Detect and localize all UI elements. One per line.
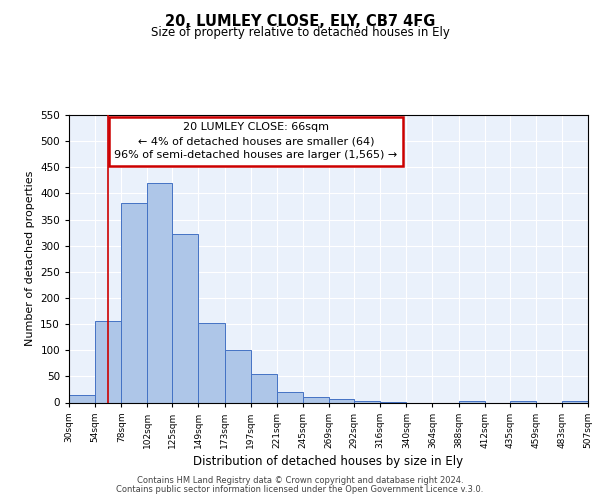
Bar xyxy=(121,203,148,402)
Bar xyxy=(277,392,303,402)
Bar xyxy=(224,350,251,403)
Bar xyxy=(251,374,277,402)
Bar xyxy=(199,323,224,402)
Text: Size of property relative to detached houses in Ely: Size of property relative to detached ho… xyxy=(151,26,449,39)
Bar xyxy=(303,398,329,402)
Bar xyxy=(458,401,485,402)
Bar xyxy=(329,399,354,402)
Bar xyxy=(148,183,172,402)
Text: 20, LUMLEY CLOSE, ELY, CB7 4FG: 20, LUMLEY CLOSE, ELY, CB7 4FG xyxy=(165,14,435,29)
Y-axis label: Number of detached properties: Number of detached properties xyxy=(25,171,35,346)
Bar xyxy=(95,322,121,402)
X-axis label: Distribution of detached houses by size in Ely: Distribution of detached houses by size … xyxy=(193,455,464,468)
Bar xyxy=(172,234,199,402)
Text: Contains HM Land Registry data © Crown copyright and database right 2024.: Contains HM Land Registry data © Crown c… xyxy=(137,476,463,485)
Bar xyxy=(69,394,95,402)
Text: Contains public sector information licensed under the Open Government Licence v.: Contains public sector information licen… xyxy=(116,485,484,494)
Text: 20 LUMLEY CLOSE: 66sqm
← 4% of detached houses are smaller (64)
96% of semi-deta: 20 LUMLEY CLOSE: 66sqm ← 4% of detached … xyxy=(114,122,397,160)
